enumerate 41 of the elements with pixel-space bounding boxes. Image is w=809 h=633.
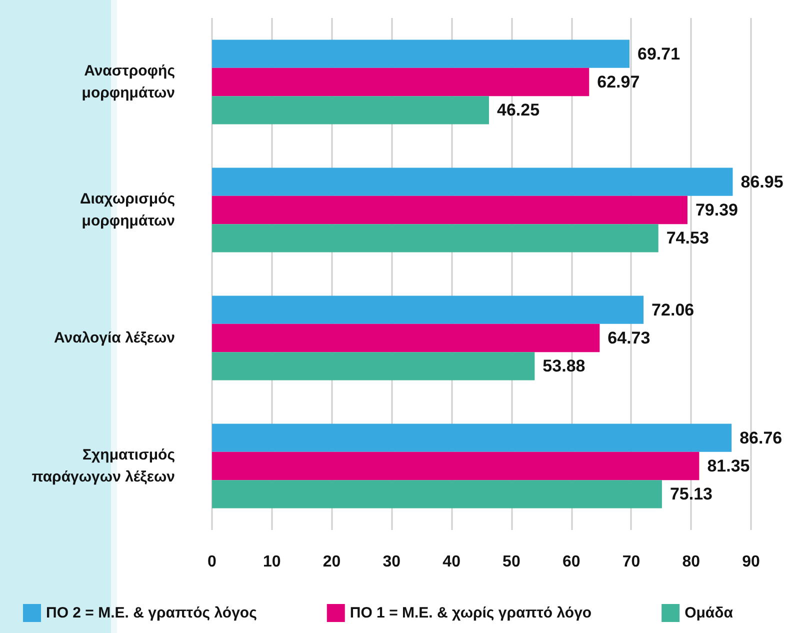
data-label: 72.06: [652, 300, 694, 320]
y-tick-label: Διαχωρισμός μορφημάτων: [80, 190, 176, 230]
bar: [212, 452, 700, 480]
bar: [212, 40, 630, 68]
y-tick-label: Αναλογία λέξεων: [54, 330, 175, 346]
y-tick-label: Σχηματισμός παράγωγων λέξεων: [32, 446, 176, 486]
x-tick-label: 70: [622, 554, 640, 570]
x-tick-label: 40: [442, 554, 461, 570]
y-tick-label: Αναστροφής μορφημάτων: [82, 62, 176, 102]
data-label: 74.53: [666, 228, 709, 248]
bar: [212, 352, 535, 380]
x-tick-label: 50: [502, 554, 520, 570]
data-label: 62.97: [597, 72, 640, 92]
x-tick-label: 0: [208, 554, 217, 570]
data-label: 79.39: [695, 200, 738, 220]
data-label: 81.35: [707, 456, 750, 476]
legend-label: ΠΟ 2 = Μ.Ε. & γραπτός λόγος: [46, 604, 258, 622]
bar: [212, 424, 732, 452]
bar: [212, 296, 644, 324]
data-label: 46.25: [496, 100, 540, 120]
data-label: 64.73: [608, 328, 650, 348]
x-tick-label: 10: [262, 554, 281, 570]
data-label: 69.71: [637, 44, 680, 64]
data-label: 53.88: [542, 356, 586, 376]
data-label: 75.13: [670, 484, 712, 504]
x-tick-label: 90: [742, 554, 760, 570]
bar: [212, 324, 600, 352]
data-label: 86.95: [740, 172, 784, 192]
bar: [212, 480, 662, 508]
legend-label: ΠΟ 1 = Μ.Ε. & χωρίς γραπτό λόγο: [350, 604, 592, 622]
legend-label: Ομάδα: [684, 604, 734, 622]
bar: [212, 96, 489, 124]
x-tick-label: 80: [682, 554, 700, 570]
x-tick-label: 60: [562, 554, 580, 570]
data-label: 86.76: [740, 428, 782, 448]
x-tick-label: 20: [322, 554, 341, 570]
x-tick-label: 30: [382, 554, 401, 570]
bar: [212, 196, 688, 224]
bar: [212, 68, 590, 96]
bar: [212, 224, 658, 252]
bar: [212, 168, 733, 196]
